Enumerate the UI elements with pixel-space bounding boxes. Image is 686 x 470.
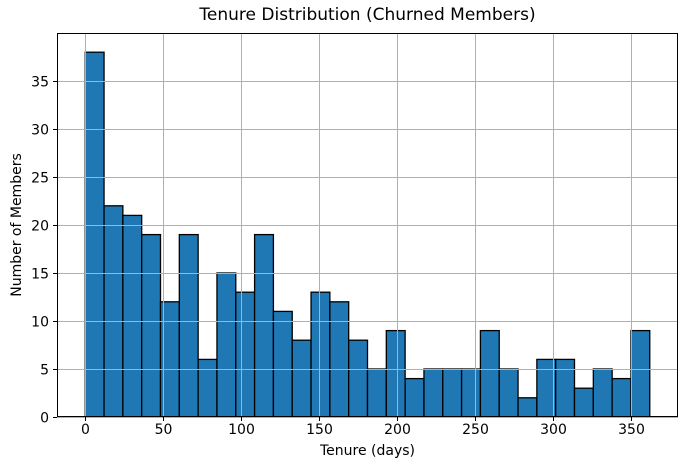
histogram-bar xyxy=(216,272,237,418)
histogram-bar xyxy=(498,368,519,418)
histogram-bar xyxy=(141,233,162,418)
y-tick-label: 0 xyxy=(40,411,49,427)
histogram-bar xyxy=(573,387,594,418)
y-tick-label: 20 xyxy=(31,219,49,235)
x-tick-label: 250 xyxy=(462,422,489,438)
histogram-bar xyxy=(84,51,105,418)
x-axis-label: Tenure (days) xyxy=(319,443,415,459)
y-tick-label: 25 xyxy=(31,171,49,187)
plot-border xyxy=(56,32,679,418)
histogram-bar xyxy=(291,339,312,418)
histogram-bar xyxy=(479,329,500,418)
x-tick-label: 50 xyxy=(155,422,173,438)
histogram-bar xyxy=(404,377,425,418)
histogram-bar xyxy=(103,205,124,418)
x-tick-label: 350 xyxy=(618,422,645,438)
x-tick-label: 300 xyxy=(540,422,567,438)
histogram-bar xyxy=(178,233,199,418)
y-tick-label: 35 xyxy=(31,75,49,91)
histogram-bar xyxy=(366,368,387,418)
histogram-bar xyxy=(253,233,275,418)
histogram-bar xyxy=(272,310,293,418)
y-axis-label: Number of Members xyxy=(9,153,25,297)
x-tick-label: 100 xyxy=(228,422,255,438)
histogram-bar xyxy=(329,301,350,418)
y-tick-label: 15 xyxy=(31,267,49,283)
histogram-bar xyxy=(611,377,632,418)
y-tick-label: 5 xyxy=(40,363,49,379)
histogram-bar xyxy=(536,358,557,418)
histogram-bar xyxy=(460,368,482,418)
histogram-bar xyxy=(442,368,463,418)
x-tick-label: 0 xyxy=(81,422,90,438)
histogram-bar xyxy=(555,358,576,418)
histogram-bar xyxy=(630,329,651,418)
chart-title: Tenure Distribution (Churned Members) xyxy=(199,5,536,25)
histogram-bar xyxy=(235,291,256,418)
y-tick-label: 10 xyxy=(31,315,49,331)
x-tick-label: 150 xyxy=(306,422,333,438)
x-tick-label: 200 xyxy=(384,422,411,438)
histogram-bar xyxy=(385,329,406,418)
histogram-bar xyxy=(592,368,613,418)
histogram-bar xyxy=(197,358,218,418)
histogram-bar xyxy=(310,291,331,418)
histogram-bar xyxy=(122,214,143,418)
histogram-bar xyxy=(423,368,444,418)
histogram-bar xyxy=(517,397,538,418)
histogram-bar xyxy=(348,339,369,418)
y-tick-label: 30 xyxy=(31,123,49,139)
